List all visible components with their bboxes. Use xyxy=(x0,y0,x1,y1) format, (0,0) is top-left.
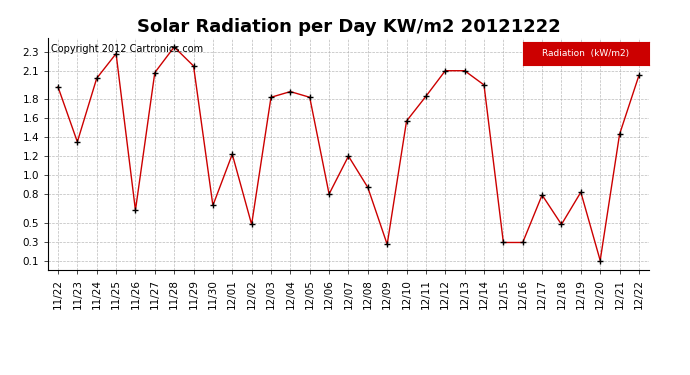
Title: Solar Radiation per Day KW/m2 20121222: Solar Radiation per Day KW/m2 20121222 xyxy=(137,18,560,36)
Text: Copyright 2012 Cartronics.com: Copyright 2012 Cartronics.com xyxy=(51,45,204,54)
